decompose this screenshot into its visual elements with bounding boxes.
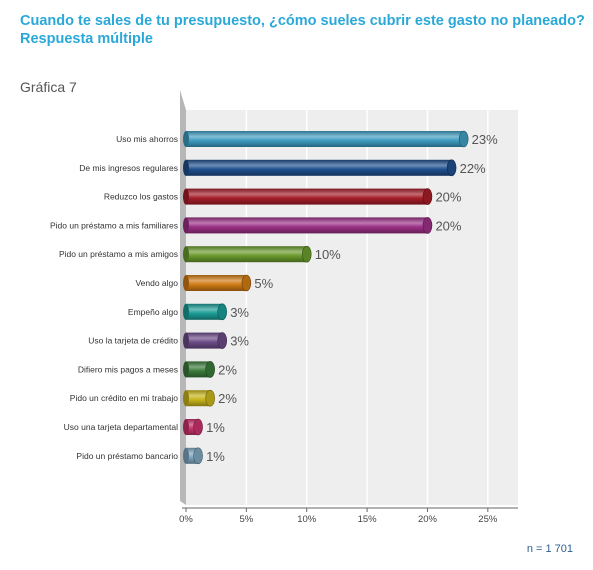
bar-end-cap xyxy=(217,332,228,349)
bar-end-cap xyxy=(193,418,203,436)
category-label: Pido un préstamo bancario xyxy=(76,451,178,461)
x-tick-label: 10% xyxy=(297,514,317,525)
bar-left-cap xyxy=(183,447,189,464)
plot-area xyxy=(186,110,518,505)
category-label: Uso mis ahorros xyxy=(116,134,178,144)
value-label: 23% xyxy=(472,132,498,147)
x-tick-label: 0% xyxy=(179,514,193,525)
category-label: De mis ingresos regulares xyxy=(79,163,178,173)
bar xyxy=(186,361,211,378)
bar-left-cap xyxy=(183,275,189,291)
value-label: 22% xyxy=(460,161,486,176)
value-label: 2% xyxy=(218,391,237,406)
category-label: Uso una tarjeta departamental xyxy=(64,422,178,432)
bar-left-cap xyxy=(183,246,189,263)
bar-end-cap xyxy=(205,389,215,407)
bar-end-cap xyxy=(241,274,252,292)
value-label: 3% xyxy=(230,334,249,349)
bar xyxy=(186,390,211,407)
value-label: 1% xyxy=(206,420,225,435)
bar xyxy=(186,246,307,263)
value-label: 3% xyxy=(230,305,249,320)
value-label: 2% xyxy=(218,362,237,377)
title-line-2: Respuesta múltiple xyxy=(20,31,153,47)
category-label: Pido un préstamo a mis familiares xyxy=(50,220,178,230)
x-tick-label: 20% xyxy=(418,514,438,525)
bar xyxy=(186,131,464,147)
x-tick-label: 25% xyxy=(478,514,498,525)
bar xyxy=(186,217,428,234)
bar-left-cap xyxy=(183,390,189,407)
bar xyxy=(186,159,452,176)
x-tick-label: 15% xyxy=(358,514,378,525)
category-label: Pido un crédito en mi trabajo xyxy=(70,393,178,403)
value-label: 1% xyxy=(206,449,225,464)
value-label: 20% xyxy=(435,218,461,233)
bar-end-cap xyxy=(422,217,433,234)
bar-end-cap xyxy=(193,447,203,465)
bar-left-cap xyxy=(183,332,189,349)
category-label: Vendo algo xyxy=(135,278,178,288)
title-line-1: Cuando te sales de tu presupuesto, ¿cómo… xyxy=(20,13,585,29)
bar-left-cap xyxy=(183,131,189,147)
value-label: 5% xyxy=(254,276,273,291)
value-label: 20% xyxy=(435,190,461,205)
category-label: Reduzco los gastos xyxy=(104,192,178,202)
bar xyxy=(186,188,428,205)
bar-end-cap xyxy=(458,130,469,148)
bar-left-cap xyxy=(183,188,189,205)
category-label: Difiero mis pagos a meses xyxy=(78,364,178,374)
category-label: Uso la tarjeta de crédito xyxy=(88,336,178,346)
chart-left-wall xyxy=(180,90,186,505)
sample-size: n = 1 701 xyxy=(526,543,573,555)
bar xyxy=(186,303,223,320)
bar-end-cap xyxy=(205,361,215,378)
category-label: Empeño algo xyxy=(128,307,178,317)
chart-title: Cuando te sales de tu presupuesto, ¿cómo… xyxy=(20,12,585,48)
bar-end-cap xyxy=(446,159,457,177)
bar-left-cap xyxy=(183,159,189,176)
bar-end-cap xyxy=(301,245,312,263)
bar-chart: 0% 5% 10% 15% 20% 25% Uso mis ahorros 23% De mis… xyxy=(50,90,518,525)
bar-left-cap xyxy=(183,303,189,320)
bar-left-cap xyxy=(183,217,189,234)
x-tick-label: 5% xyxy=(239,514,253,525)
bar-end-cap xyxy=(217,303,228,321)
value-label: 10% xyxy=(315,247,341,262)
bar-left-cap xyxy=(183,419,189,435)
category-label: Pido un préstamo a mis amigos xyxy=(59,249,178,259)
bar-left-cap xyxy=(183,361,189,378)
bar-end-cap xyxy=(422,188,433,205)
bar xyxy=(186,332,223,349)
chart-number-label: Gráfica 7 xyxy=(20,79,77,95)
bar xyxy=(186,275,247,291)
